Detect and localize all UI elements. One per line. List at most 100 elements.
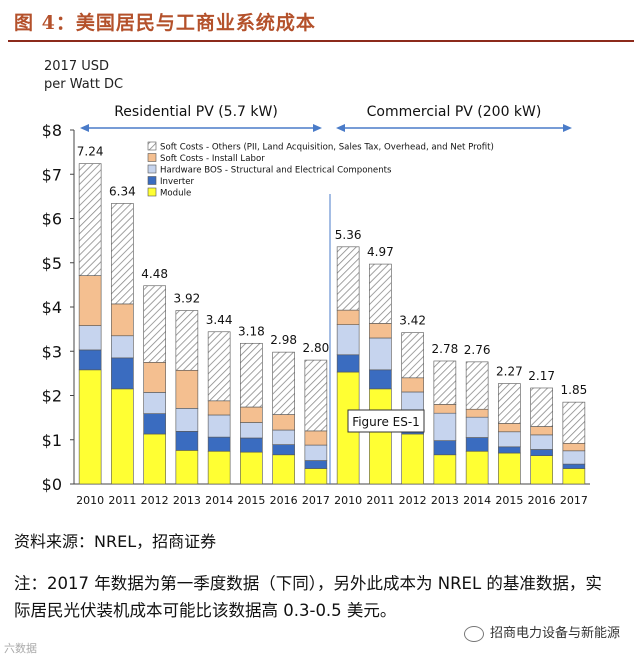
legend-swatch — [147, 176, 157, 185]
bar-segment-labor — [207, 400, 231, 416]
bar-segment-inverter — [530, 449, 553, 456]
bar-total-label: 2.17 — [528, 369, 555, 383]
bar-segment-labor — [336, 309, 360, 326]
bar-segment-labor — [143, 362, 166, 393]
bar-segment-module — [111, 388, 134, 485]
bar-stack: 2.80 2017 — [302, 341, 330, 507]
legend-item-others: Soft Costs - Others (PII, Land Acquisiti… — [147, 141, 494, 153]
x-tick-label: 2015 — [237, 494, 265, 507]
bar-total-label: 2.98 — [270, 333, 297, 347]
bar-segment-inverter — [175, 431, 199, 451]
bar-segment-module — [78, 369, 102, 485]
legend-swatch — [147, 153, 157, 162]
y-tick-label: $3 — [42, 342, 62, 361]
legend-label: Inverter — [160, 177, 195, 187]
figure-title: 图 4：美国居民与工商业系统成本 — [14, 12, 316, 34]
x-tick-label: 2013 — [431, 494, 459, 507]
figure-es1-label: Figure ES-1 — [352, 415, 420, 429]
bar-total-label: 5.36 — [335, 228, 362, 242]
bar-total-label: 3.42 — [399, 314, 426, 328]
y-tick-label: $5 — [42, 254, 62, 273]
bar-stack: 4.97 2011 — [366, 245, 394, 507]
bar-segment-others — [207, 331, 231, 402]
x-tick-label: 2012 — [141, 494, 169, 507]
bar-segment-inverter — [272, 444, 295, 456]
x-tick-label: 2012 — [399, 494, 427, 507]
bar-segment-bos — [562, 450, 586, 465]
bar-segment-module — [433, 454, 457, 485]
legend-label: Soft Costs - Others (PII, Land Acquisiti… — [160, 143, 494, 153]
bar-segment-others — [272, 351, 295, 415]
bar-segment-bos — [530, 434, 553, 450]
bar-segment-bos — [272, 429, 295, 445]
bar-total-label: 4.48 — [141, 267, 168, 281]
y-tick-label: $8 — [42, 121, 62, 140]
bar-segment-labor — [78, 275, 102, 326]
y-tick-label: $7 — [42, 165, 62, 184]
bar-total-label: 7.24 — [77, 145, 104, 159]
bar-segment-others — [111, 203, 134, 305]
bar-segment-labor — [304, 430, 328, 446]
bar-segment-inverter — [433, 440, 457, 456]
legend-item-labor: Soft Costs - Install Labor — [147, 153, 265, 164]
arrow-left-icon — [80, 124, 89, 132]
bar-segment-bos — [433, 412, 457, 441]
y-axis-label-line2: per Watt DC — [44, 77, 123, 92]
bar-total-label: 3.92 — [174, 292, 201, 306]
bar-segment-module — [207, 450, 231, 485]
title-divider — [8, 40, 634, 42]
legend-item-bos: Hardware BOS - Structural and Electrical… — [147, 164, 392, 176]
bar-total-label: 3.44 — [206, 313, 233, 327]
x-tick-label: 2016 — [528, 494, 556, 507]
bar-stack: 2.17 2016 — [528, 369, 556, 507]
bar-segment-module — [240, 451, 263, 485]
bar-segment-module — [498, 452, 521, 485]
group-header-label: Residential PV (5.7 kW) — [114, 104, 278, 120]
bar-stack: 2.76 2014 — [463, 343, 491, 507]
x-tick-label: 2014 — [463, 494, 491, 507]
legend-label: Hardware BOS - Structural and Electrical… — [160, 166, 392, 176]
bar-segment-others — [304, 359, 328, 432]
y-tick-label: $0 — [42, 475, 62, 494]
bar-segment-labor — [272, 414, 295, 431]
bar-segment-inverter — [207, 436, 231, 452]
bar-segment-inverter — [465, 437, 489, 452]
legend-label: Module — [160, 189, 191, 199]
bar-total-label: 4.97 — [367, 245, 394, 259]
bar-segment-bos — [465, 416, 489, 438]
legend-item-module: Module — [147, 187, 191, 199]
x-tick-label: 2013 — [173, 494, 201, 507]
bar-total-label: 2.76 — [464, 343, 491, 357]
group-header-label: Commercial PV (200 kW) — [367, 104, 542, 120]
note-text: 注：2017 年数据为第一季度数据（下同），另外此成本为 NREL 的基准数据，… — [14, 574, 602, 620]
bar-segment-module — [304, 468, 328, 485]
x-tick-label: 2015 — [495, 494, 523, 507]
x-tick-label: 2017 — [302, 494, 330, 507]
bar-segment-labor — [465, 408, 489, 418]
bar-stack: 2.78 2013 — [431, 342, 459, 507]
bar-segment-others — [175, 310, 199, 371]
bar-segment-others — [78, 163, 102, 276]
x-tick-label: 2017 — [560, 494, 588, 507]
bar-segment-labor — [530, 426, 553, 436]
bar-segment-others — [498, 383, 521, 424]
bar-segment-module — [272, 454, 295, 485]
bar-segment-bos — [240, 422, 263, 439]
bar-segment-inverter — [498, 446, 521, 454]
bar-stack: 7.24 2010 — [76, 145, 104, 507]
bar-total-label: 2.27 — [496, 365, 523, 379]
bar-segment-inverter — [369, 369, 392, 390]
bar-segment-module — [401, 433, 424, 485]
bar-segment-others — [143, 285, 166, 363]
source-line: 资料来源：NREL，招商证券 — [14, 532, 217, 551]
bar-stack: 4.48 2012 — [141, 267, 169, 507]
bar-segment-bos — [175, 408, 199, 432]
watermark-text: 招商电力设备与新能源 — [489, 626, 620, 641]
bar-total-label: 2.80 — [303, 341, 330, 355]
x-tick-label: 2014 — [205, 494, 233, 507]
bar-segment-inverter — [143, 413, 166, 435]
x-tick-label: 2010 — [76, 494, 104, 507]
legend-swatch — [147, 141, 157, 151]
bar-segment-bos — [143, 392, 166, 414]
bar-segment-others — [530, 387, 553, 427]
